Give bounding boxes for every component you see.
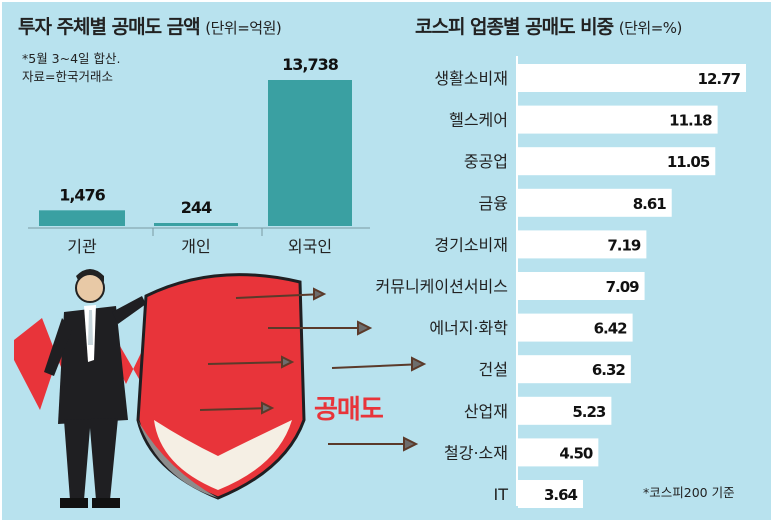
left-category-label: 외국인	[288, 237, 332, 256]
right-category-label: 헬스케어	[449, 111, 508, 130]
right-bar-value-label: 11.18	[669, 112, 712, 130]
left-title-unit: (단위=억원)	[205, 19, 282, 37]
right-bar	[518, 105, 718, 134]
right-bar	[518, 272, 645, 300]
right-bar-value-label: 5.23	[572, 403, 606, 421]
right-chart-title: 코스피 업종별 공매도 비중 (단위=%)	[415, 12, 682, 39]
businessman-figure	[44, 269, 146, 508]
right-bar-value-label: 11.05	[667, 153, 710, 171]
right-bar	[518, 230, 647, 259]
right-category-label: 커뮤니케이션서비스	[376, 277, 508, 296]
left-category-label: 기관	[67, 237, 97, 256]
left-chart-title: 투자 주체별 공매도 금액 (단위=억원)	[18, 12, 282, 39]
left-bar	[39, 210, 125, 226]
left-category-label: 개인	[181, 237, 210, 256]
arrow	[235, 293, 325, 299]
right-category-label: 에너지·화학	[429, 319, 508, 338]
source-note: 자료=한국거래소	[22, 69, 113, 84]
left-bar	[268, 80, 352, 226]
right-category-label: 산업재	[464, 402, 508, 421]
kospi200-note: *코스피200 기준	[643, 485, 735, 500]
arrow-head-icon	[261, 401, 275, 415]
right-category-label: 건설	[479, 360, 508, 379]
right-bar	[518, 355, 631, 384]
right-category-label: 금융	[479, 194, 508, 213]
right-bar-value-label: 6.32	[592, 361, 626, 379]
period-note: *5월 3~4일 합산.	[22, 51, 121, 66]
arrows	[199, 287, 427, 452]
left-bar-group: 1,476 기관 244 개인 13,738 외국인	[39, 55, 352, 256]
right-title-unit: (단위=%)	[618, 19, 683, 37]
left-title-text: 투자 주체별 공매도 금액	[18, 16, 201, 38]
arrow-head-icon	[403, 436, 419, 452]
right-bar	[518, 313, 633, 342]
illustration: 공매도	[14, 269, 427, 508]
right-bar-value-label: 4.50	[559, 444, 593, 462]
left-bar	[154, 223, 238, 226]
short-selling-label: 공매도	[314, 395, 384, 425]
arrow	[207, 361, 293, 365]
arrow	[331, 363, 425, 369]
arrow-head-icon	[281, 355, 295, 369]
left-bar-value-label: 1,476	[59, 185, 105, 204]
right-category-label: 중공업	[464, 152, 508, 171]
left-bar-value-label: 244	[181, 198, 212, 217]
right-bar-value-label: 7.19	[607, 236, 641, 254]
left-bar-value-label: 13,738	[282, 55, 339, 74]
right-bar-group: 12.77 생활소비재 11.18 헬스케어 11.05 중공업 8.61 금융 7.19 경기소…	[376, 64, 746, 508]
right-bar	[518, 147, 716, 176]
arrow-head-icon	[411, 356, 427, 372]
right-bar-value-label: 6.42	[594, 320, 628, 338]
right-category-label: IT	[494, 485, 509, 504]
right-category-label: 철강·소재	[444, 443, 508, 462]
right-bar-value-label: 7.09	[606, 278, 640, 296]
right-bar-value-label: 12.77	[698, 70, 741, 88]
right-bar	[518, 396, 612, 425]
right-bar-value-label: 3.64	[544, 486, 578, 504]
right-bar-value-label: 8.61	[633, 195, 667, 213]
right-category-label: 생활소비재	[434, 69, 508, 88]
arrow-head-icon	[357, 320, 373, 336]
right-bar	[518, 480, 583, 508]
right-bar	[518, 438, 599, 467]
arrow	[199, 407, 273, 411]
arrow-head-icon	[313, 287, 327, 301]
right-bar	[518, 188, 672, 217]
shield-bottom-band	[154, 420, 292, 490]
right-title-text: 코스피 업종별 공매도 비중	[415, 16, 614, 38]
right-bar	[518, 64, 746, 92]
right-category-label: 경기소비재	[434, 235, 508, 254]
